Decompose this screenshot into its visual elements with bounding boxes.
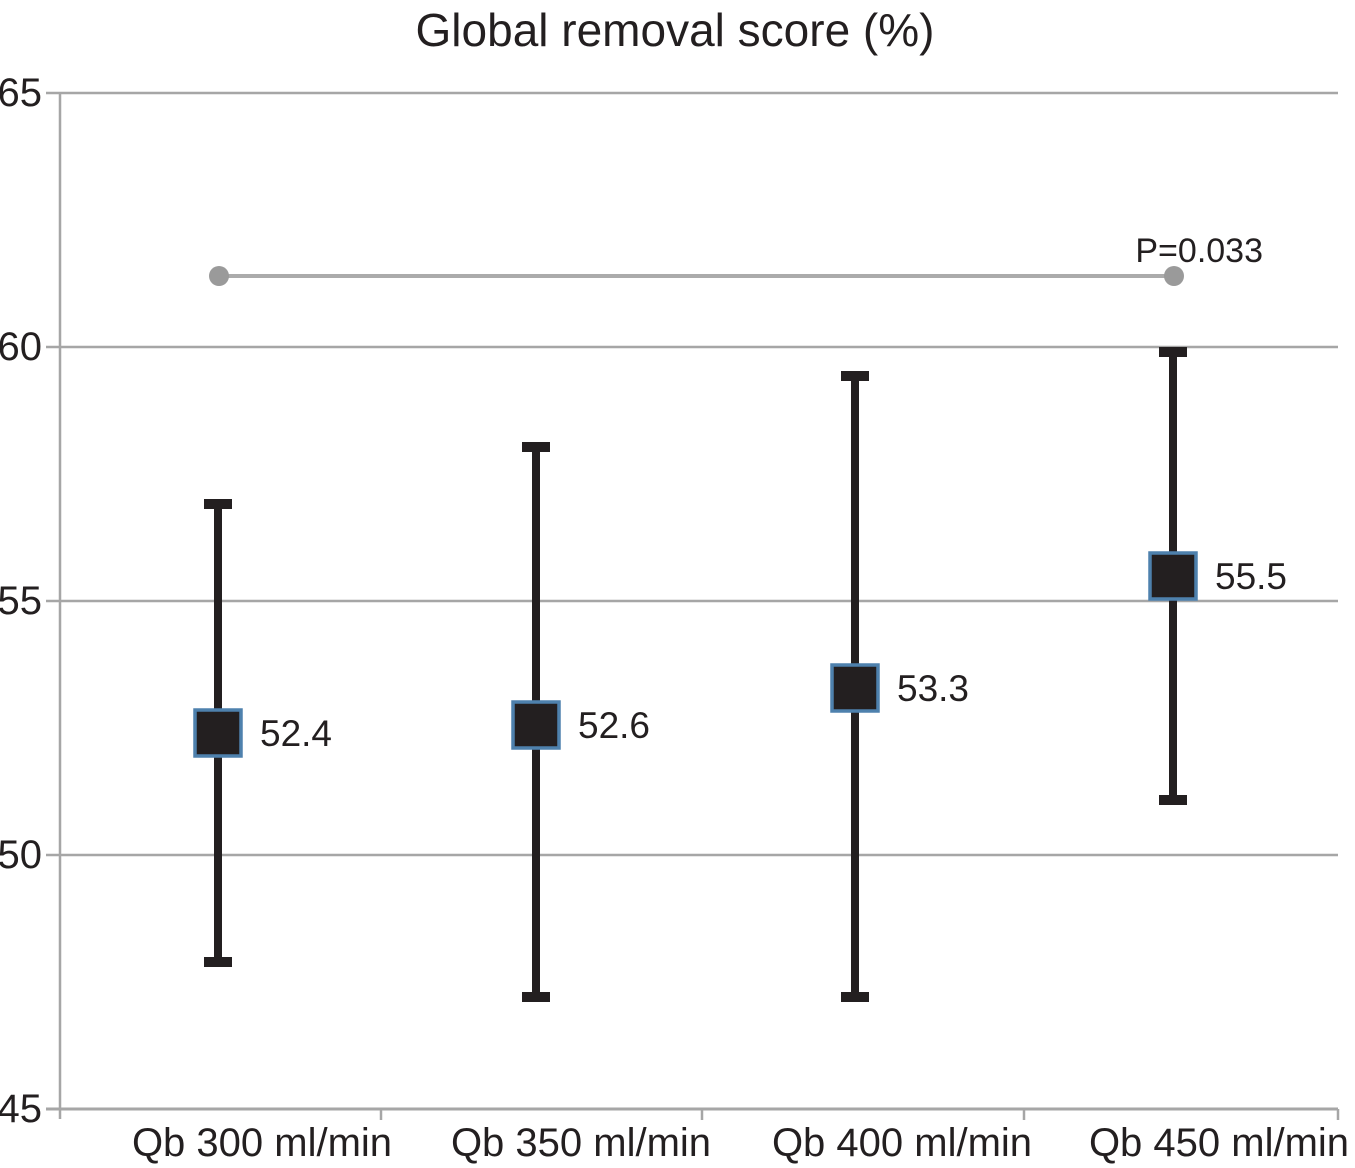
x-label-qb350: Qb 350 ml/min	[451, 1121, 711, 1165]
value-label: 52.6	[578, 705, 650, 746]
x-label-qb450: Qb 450 ml/min	[1089, 1121, 1349, 1165]
y-tick-label-55: 55	[0, 579, 42, 623]
value-label: 53.3	[897, 668, 969, 709]
x-label-qb400: Qb 400 ml/min	[772, 1121, 1032, 1165]
data-point-qb400: 53.3	[830, 371, 969, 1002]
data-point-qb300: 52.4	[193, 499, 332, 967]
data-point-qb450: 55.5	[1148, 347, 1287, 805]
significance-bracket: P=0.033	[209, 232, 1263, 286]
mean-marker	[830, 663, 880, 713]
data-point-qb350: 52.6	[511, 442, 650, 1002]
mean-marker	[1148, 551, 1198, 601]
x-label-qb300: Qb 300 ml/min	[132, 1121, 392, 1165]
value-label: 52.4	[260, 713, 332, 754]
mean-marker	[193, 708, 243, 758]
y-tick-label-50: 50	[0, 833, 42, 877]
significance-label: P=0.033	[1135, 232, 1263, 270]
y-tick-label-60: 60	[0, 325, 42, 369]
significance-dot-right	[1164, 266, 1184, 286]
y-tick-label-65: 65	[0, 71, 42, 115]
y-tick-label-45: 45	[0, 1087, 42, 1131]
chart-title: Global removal score (%)	[416, 4, 935, 56]
value-label: 55.5	[1215, 556, 1287, 597]
significance-dot-left	[209, 266, 229, 286]
mean-marker	[511, 700, 561, 750]
